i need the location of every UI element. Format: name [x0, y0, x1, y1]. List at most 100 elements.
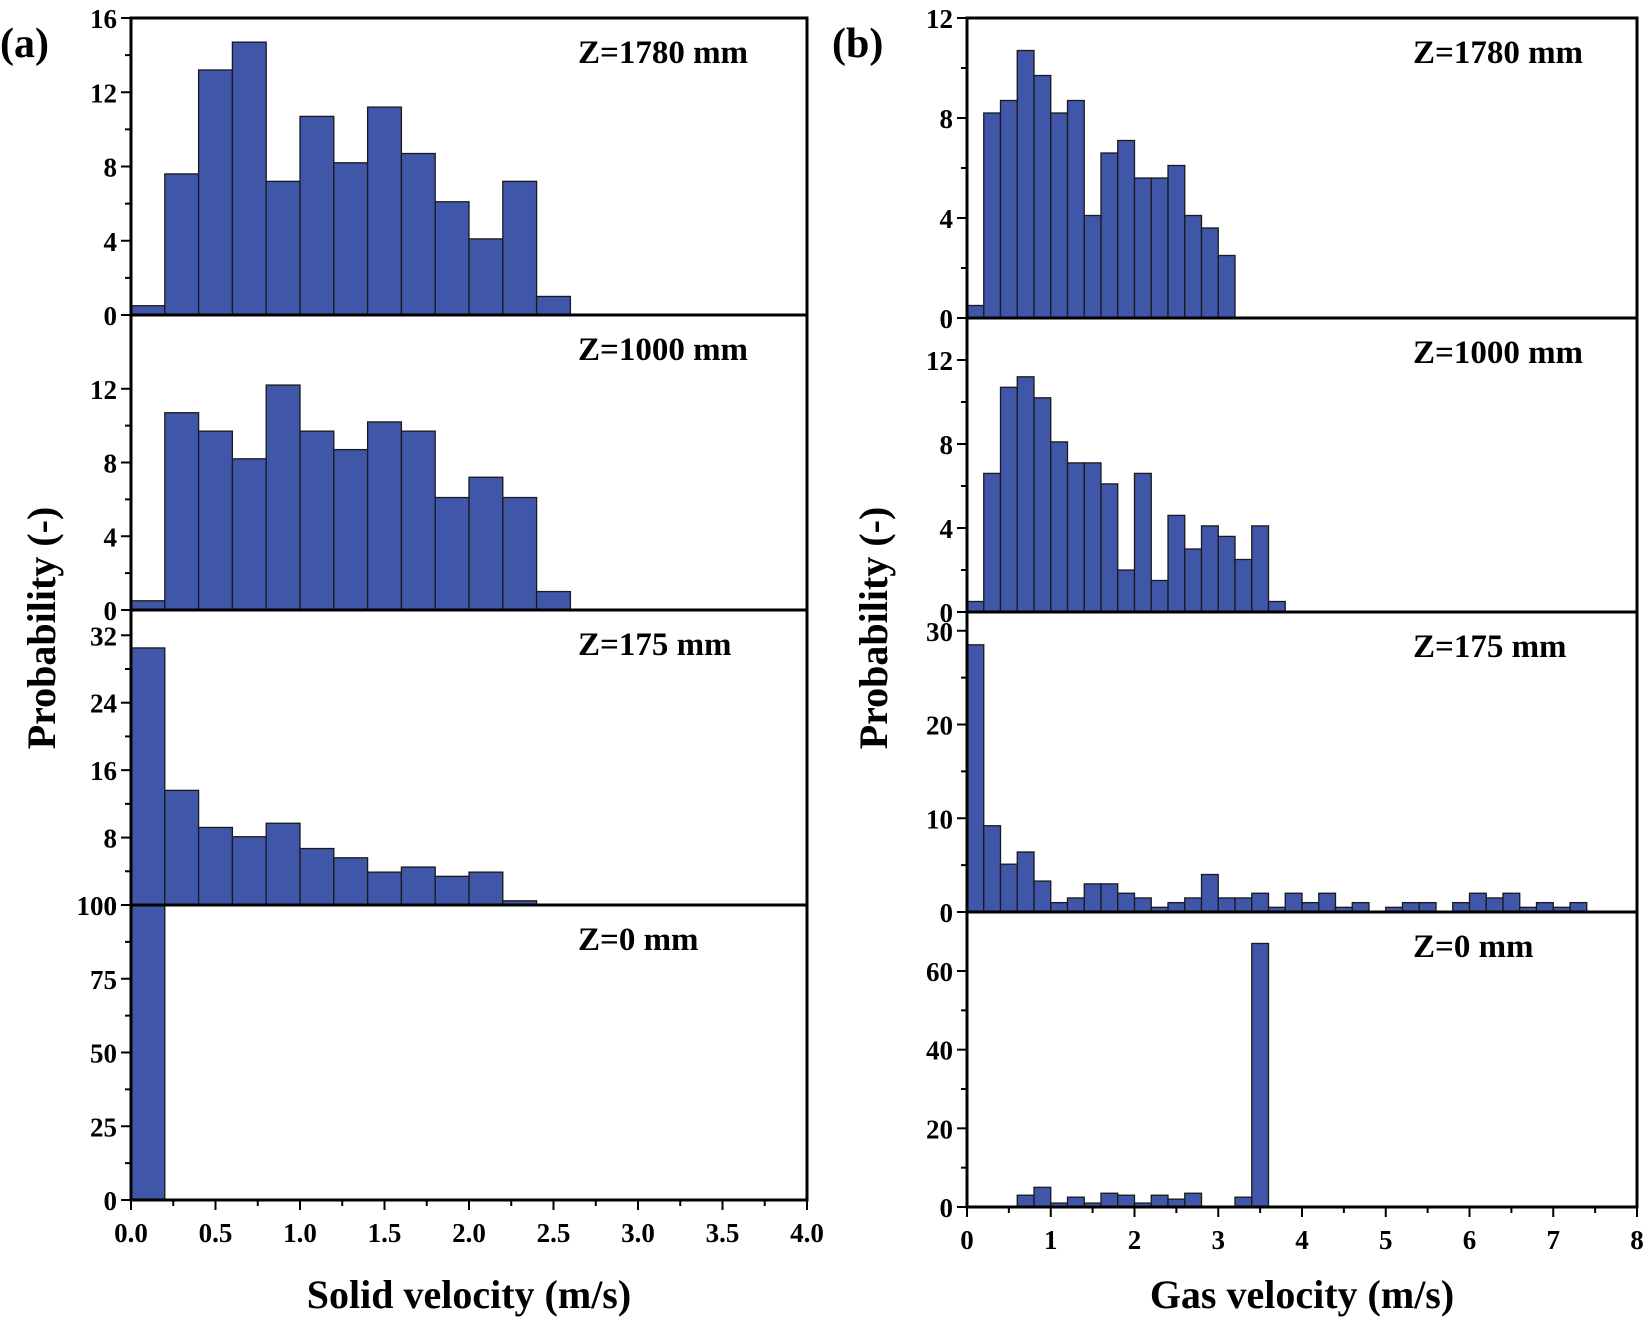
histogram-bar — [197, 69, 234, 316]
x-tick-label: 6 — [1463, 1225, 1477, 1255]
histogram-bar — [265, 180, 301, 316]
histogram-bar — [1133, 472, 1152, 613]
histogram-bar — [1083, 883, 1102, 913]
histogram-bar — [983, 472, 1002, 613]
histogram-bar — [1184, 1192, 1203, 1208]
x-tick-label: 7 — [1547, 1225, 1561, 1255]
histogram-bar — [1184, 897, 1203, 913]
histogram-bar — [1100, 1192, 1119, 1208]
y-tick-label: 0 — [104, 891, 118, 921]
histogram-bar — [468, 238, 504, 316]
histogram-bar — [231, 41, 267, 316]
histogram-bar — [1217, 535, 1236, 613]
panel-b-4: 0 20 40 60 Z=0 mm — [926, 910, 1639, 1223]
y-tick-label: 12 — [90, 375, 117, 405]
panel-frame — [965, 910, 1639, 1209]
panel-z-label: Z=1000 mm — [1413, 335, 1583, 371]
histogram-bar — [1184, 214, 1203, 319]
x-axis-a: 0.0 0.5 1.0 1.5 2.0 2.5 3.0 3.5 4.0 — [114, 1200, 824, 1248]
x-tick-label: 8 — [1630, 1225, 1644, 1255]
y-tick-label: 8 — [940, 104, 954, 134]
histogram-bar — [1284, 892, 1303, 913]
figure-b-letter: (b) — [832, 21, 883, 67]
histogram-bar — [299, 115, 335, 316]
histogram-bar — [1033, 880, 1052, 913]
y-tick-label: 4 — [940, 514, 954, 544]
histogram-bar — [1502, 892, 1521, 913]
y-tick-label: 4 — [104, 227, 118, 257]
y-tick-label: 16 — [90, 756, 117, 786]
histogram-bar — [333, 162, 369, 316]
histogram-bar — [1016, 1194, 1035, 1208]
panel-z-label: Z=1780 mm — [578, 35, 748, 71]
y-tick-label: 20 — [926, 711, 953, 741]
histogram-bar — [231, 458, 267, 611]
histogram-bar — [1267, 600, 1286, 613]
y-tick-label: 0 — [104, 1186, 118, 1216]
histogram-bar — [1117, 139, 1136, 319]
y-tick-label: 100 — [77, 891, 118, 921]
y-tick-label: 12 — [926, 4, 953, 34]
histogram-bar — [1217, 254, 1236, 319]
panel-b-3: 0 10 20 30 Z=175 mm — [926, 610, 1639, 928]
panel-z-label: Z=0 mm — [578, 922, 699, 958]
y-tick-label: 10 — [926, 804, 953, 834]
y-tick-label: 4 — [940, 204, 954, 234]
y-tick-label: 32 — [90, 621, 117, 651]
y-tick-label: 12 — [90, 78, 117, 108]
histogram-bar — [966, 304, 985, 319]
histogram-bar — [400, 430, 436, 611]
y-tick-label: 0 — [940, 1193, 954, 1223]
x-tick-label: 3 — [1212, 1225, 1226, 1255]
figure-a-solid-velocity: 0 4 8 12 16 Z=1780 mm 0 4 8 12 Z=1000 mm 0 8 16 24 32 Z=… — [19, 4, 824, 1317]
histogram-bar — [1016, 851, 1035, 913]
y-tick-label: 0 — [940, 304, 954, 334]
histogram-bar — [1033, 1186, 1052, 1208]
y-tick-label: 8 — [104, 449, 118, 479]
histogram-bar — [1100, 152, 1119, 319]
y-tick-label: 12 — [926, 346, 953, 376]
x-tick-label: 5 — [1379, 1225, 1393, 1255]
histogram-bar — [468, 871, 504, 906]
histogram-bar — [265, 822, 301, 906]
y-tick-label: 24 — [90, 689, 117, 719]
histogram-bar — [1184, 548, 1203, 613]
histogram-bar — [1200, 873, 1219, 913]
histogram-bar — [400, 152, 436, 316]
x-tick-label: 2.0 — [452, 1218, 486, 1248]
histogram-bar — [1200, 525, 1219, 613]
x-tick-label: 4.0 — [790, 1218, 824, 1248]
histogram-bar — [1050, 112, 1069, 319]
histogram-bar — [333, 448, 369, 611]
y-tick-label: 75 — [90, 965, 117, 995]
histogram-bar — [130, 904, 166, 1201]
histogram-bar — [1167, 514, 1186, 613]
y-tick-label: 8 — [104, 153, 118, 183]
histogram-bar — [983, 825, 1002, 913]
histogram-bar — [1033, 397, 1052, 613]
histogram-bar — [1083, 214, 1102, 319]
histogram-bar — [1066, 897, 1085, 913]
histogram-bar — [366, 421, 403, 611]
y-tick-label: 4 — [104, 522, 118, 552]
x-tick-label: 4 — [1295, 1225, 1309, 1255]
y-tick-label: 0 — [940, 598, 954, 628]
histogram-bar — [999, 863, 1018, 913]
histogram-bar — [1234, 558, 1253, 613]
histogram-bar — [1251, 525, 1270, 613]
panel-frame — [129, 903, 809, 1202]
panel-a-2: 0 4 8 12 Z=1000 mm — [90, 313, 809, 626]
histogram-bar — [299, 847, 335, 906]
histogram-bar — [966, 600, 985, 613]
y-tick-label: 0 — [104, 596, 118, 626]
histogram-bar — [1251, 942, 1270, 1208]
histogram-bar — [1033, 74, 1052, 319]
y-tick-label: 25 — [90, 1112, 117, 1142]
x-axis-b: 0 1 2 3 4 5 6 7 8 — [960, 1207, 1644, 1255]
histogram-bar — [1318, 892, 1337, 913]
histogram-bar — [1066, 462, 1085, 613]
histogram-bar — [197, 826, 234, 906]
histogram-bar — [1251, 892, 1270, 913]
y-tick-label: 30 — [926, 617, 953, 647]
histogram-bar — [1150, 177, 1169, 319]
